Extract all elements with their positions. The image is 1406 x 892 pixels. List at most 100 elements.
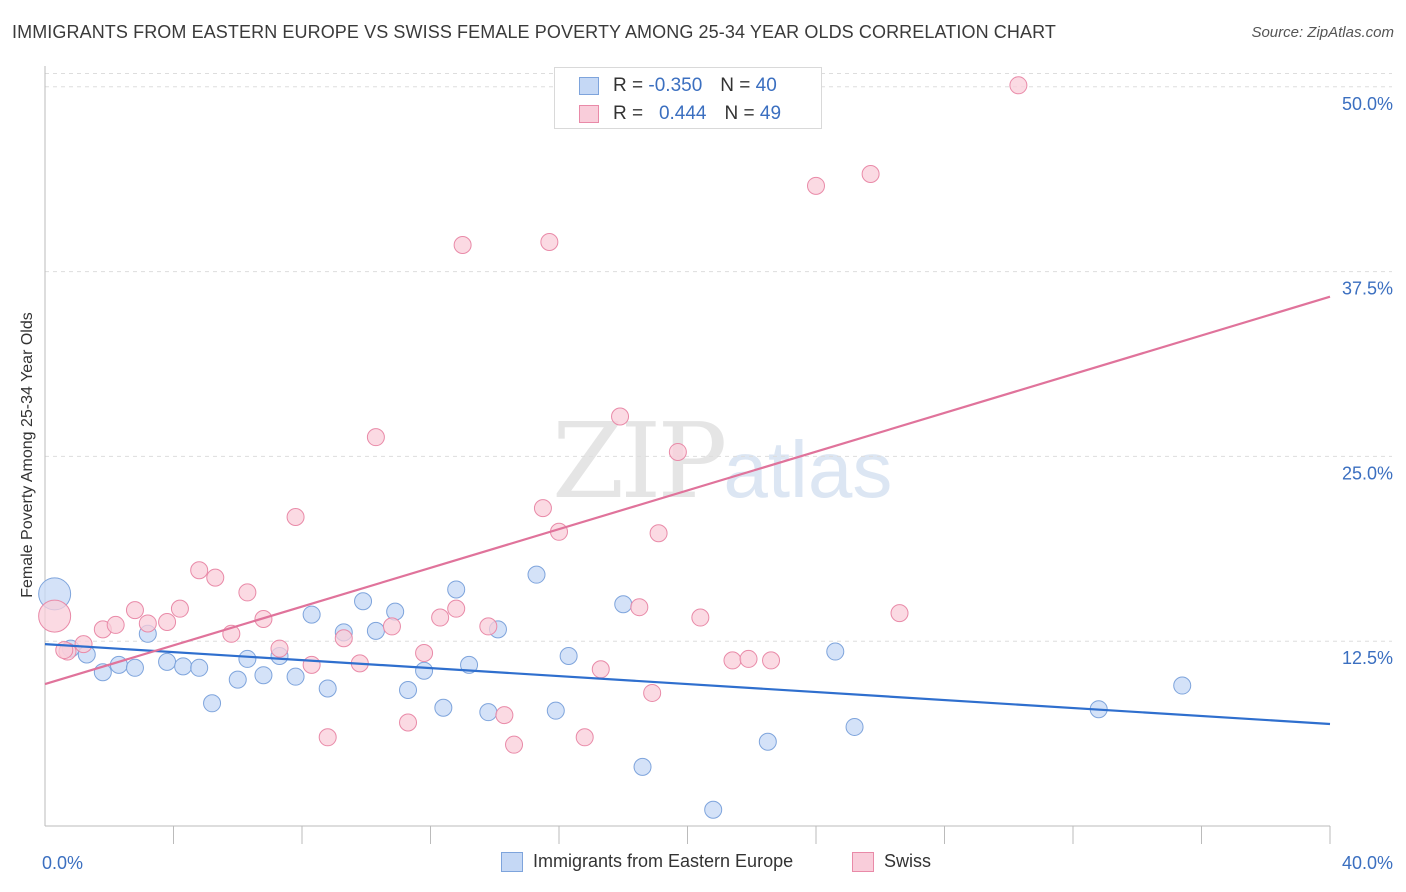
legend-swatch-pink [852,851,874,872]
legend-row-swiss: R = 0.444 N = 49 [579,101,781,127]
data-point-immigrants [203,694,222,713]
data-point-swiss [807,176,825,195]
legend-r-value: -0.350 [648,75,703,96]
legend-r-label: R = [613,75,644,96]
legend-swatch-blue [501,851,523,872]
data-point-swiss [479,617,498,636]
data-point-swiss [630,598,649,617]
data-point-immigrants [286,667,305,686]
data-point-swiss [74,635,93,654]
data-point-swiss [739,649,758,668]
data-point-immigrants [302,605,321,624]
data-point-swiss [399,713,418,732]
legend-item-immigrants[interactable]: Immigrants from Eastern Europe [501,851,793,872]
data-point-swiss [495,706,514,725]
data-point-swiss [270,639,289,658]
data-point-immigrants [366,621,385,640]
data-point-immigrants [527,565,546,584]
data-point-swiss [125,601,144,620]
data-point-swiss [453,235,472,254]
data-point-swiss [286,508,305,527]
data-point-swiss [505,735,524,754]
data-point-swiss [415,644,434,663]
data-point-swiss [861,165,880,184]
data-point-swiss [238,583,257,602]
data-point-swiss [611,407,630,426]
y-tick-label: 50.0% [1342,94,1393,114]
data-point-immigrants [415,661,434,680]
data-point-swiss [447,599,466,618]
data-point-immigrants [238,649,257,668]
data-point-immigrants [158,652,177,671]
data-point-immigrants [190,658,209,677]
data-point-swiss [691,608,710,627]
data-point-immigrants [704,800,723,819]
data-point-swiss [1009,76,1028,95]
data-point-immigrants [447,580,466,599]
data-point-swiss [302,655,321,674]
watermark-zip: ZIP [552,400,727,522]
data-point-immigrants [228,670,247,689]
data-point-swiss [138,614,157,633]
data-point-swiss [106,615,125,634]
x-tick-label: 0.0% [42,853,83,873]
data-point-swiss [591,660,610,679]
data-point-immigrants [174,657,193,676]
legend-swatch-pink [579,105,599,123]
data-point-swiss [533,499,552,518]
correlation-legend: R = -0.350 N = 40 R = 0.444 N = 49 [554,67,822,129]
data-point-immigrants [399,680,418,699]
legend-n-label: N = [720,75,751,96]
data-point-immigrants [1173,676,1192,695]
data-point-swiss [158,612,177,631]
data-point-swiss [540,233,559,252]
data-point-swiss [643,683,662,702]
legend-n-value: 49 [759,103,782,124]
watermark-atlas: atlas [723,425,893,514]
trend-line-swiss [44,295,1331,686]
chart-title: IMMIGRANTS FROM EASTERN EUROPE VS SWISS … [12,22,1056,42]
data-point-immigrants [546,701,565,720]
data-point-swiss [890,604,909,623]
data-point-immigrants [386,602,405,621]
y-tick-label: 12.5% [1342,648,1393,668]
data-point-immigrants [845,717,864,736]
data-point-swiss [318,728,337,747]
data-point-immigrants [614,595,633,614]
trend-line-immigrants [44,643,1331,726]
legend-r-value: 0.444 [658,103,707,124]
legend-label-swiss: Swiss [884,851,932,871]
data-point-immigrants [354,592,373,611]
data-point-immigrants [125,658,144,677]
data-point-swiss [38,599,72,633]
legend-swatch-blue [579,77,599,95]
data-point-swiss [649,524,668,543]
legend-label-immigrants: Immigrants from Eastern Europe [533,851,794,871]
data-point-immigrants [318,679,337,698]
legend-n-value: 40 [755,75,777,96]
data-point-swiss [668,442,687,461]
data-point-immigrants [434,698,453,717]
data-point-immigrants [758,732,777,751]
data-point-swiss [762,651,781,670]
data-point-swiss [575,728,594,747]
data-point-swiss [382,617,401,636]
legend-row-immigrants: R = -0.350 N = 40 [579,73,777,99]
x-tick-label: 40.0% [1342,853,1393,873]
legend-item-swiss[interactable]: Swiss [852,851,931,872]
data-point-swiss [723,651,742,670]
source-credit: Source: ZipAtlas.com [1251,24,1394,41]
data-point-immigrants [633,757,652,776]
data-point-swiss [206,568,225,587]
data-point-immigrants [479,703,498,722]
data-point-swiss [190,561,209,580]
data-point-swiss [334,629,353,648]
data-point-immigrants [460,655,479,674]
legend-n-label: N = [724,103,755,124]
data-point-immigrants [826,642,845,661]
data-point-swiss [170,599,189,618]
legend-r-label: R = [613,103,644,124]
data-point-swiss [366,428,385,447]
y-tick-label: 25.0% [1342,463,1393,483]
